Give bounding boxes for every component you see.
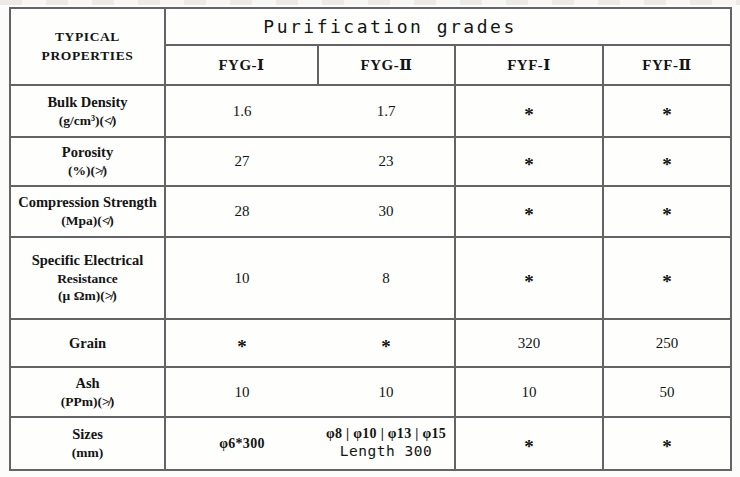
table-row: Ash(PPm)(≯) 10 10 10 50: [10, 367, 731, 417]
value-cell: *: [455, 237, 603, 319]
table-row: Bulk Density(g/cm³)(≮) 1.6 1.7 * *: [10, 85, 731, 137]
table-row: Sizes(mm) φ6*300 φ8 | φ10 | φ13 | φ15Len…: [10, 417, 731, 470]
column-header-fyf1: FYF-Ⅰ: [455, 45, 603, 85]
value-text: 10: [522, 384, 537, 400]
value-text: φ6*300: [219, 436, 265, 451]
value-cell: *: [455, 137, 603, 186]
property-cell: Ash(PPm)(≯): [10, 367, 165, 417]
table-header: TYPICAL PROPERTIES Purification grades F…: [10, 8, 731, 85]
value-cell: 8: [318, 237, 455, 319]
value-cell: 1.6: [165, 85, 318, 137]
value-cell: *: [603, 237, 731, 319]
property-line: Grain: [13, 334, 162, 353]
property-line: Porosity: [13, 143, 162, 162]
value-cell: 1.7: [318, 85, 455, 137]
value-cell: 30: [318, 186, 455, 237]
value-cell: 27: [165, 137, 318, 186]
purification-grades-table: TYPICAL PROPERTIES Purification grades F…: [9, 7, 732, 471]
table-row: Grain * * 320 250: [10, 319, 731, 367]
table-row: Porosity(%)(≯) 27 23 * *: [10, 137, 731, 186]
value-text: 1.7: [377, 103, 396, 119]
property-line: (%)(≯): [13, 162, 162, 180]
value-cell: 50: [603, 367, 731, 417]
property-line: Ash: [13, 374, 162, 393]
value-cell: *: [318, 319, 455, 367]
corner-header-line: TYPICAL: [13, 28, 162, 46]
value-cell: 23: [318, 137, 455, 186]
property-line: Sizes: [13, 425, 162, 444]
value-text: 30: [379, 203, 394, 219]
value-cell: *: [455, 186, 603, 237]
column-header-fyg2: FYG-Ⅱ: [318, 45, 455, 85]
value-text: 8: [382, 270, 390, 286]
value-text: 250: [656, 335, 679, 351]
property-cell: Sizes(mm): [10, 417, 165, 470]
value-cell: *: [455, 417, 603, 470]
value-cell: 10: [455, 367, 603, 417]
property-line: (PPm)(≯): [13, 393, 162, 411]
group-header: Purification grades: [165, 8, 731, 45]
value-cell: 28: [165, 186, 318, 237]
table-body: Bulk Density(g/cm³)(≮) 1.6 1.7 * * Poros…: [10, 85, 731, 470]
scan-edge-artifact: [0, 0, 740, 5]
value-cell: *: [603, 85, 731, 137]
corner-header-line: PROPERTIES: [13, 47, 162, 65]
group-header-label: Purification grades: [263, 16, 516, 37]
property-line: Bulk Density: [13, 93, 162, 112]
property-cell: Bulk Density(g/cm³)(≮): [10, 85, 165, 137]
property-cell: Grain: [10, 319, 165, 367]
property-line: (g/cm³)(≮): [13, 112, 162, 130]
group-header-row: TYPICAL PROPERTIES Purification grades: [10, 8, 731, 45]
value-line: φ8 | φ10 | φ13 | φ15: [320, 426, 452, 442]
property-line: Compression Strength: [13, 193, 162, 212]
value-text: 27: [235, 153, 250, 169]
value-text: 10: [235, 270, 250, 286]
value-line: Length 300: [320, 442, 452, 460]
property-line: Specific Electrical: [13, 251, 162, 270]
scanned-page: TYPICAL PROPERTIES Purification grades F…: [0, 0, 740, 477]
value-cell: *: [603, 417, 731, 470]
value-text: 10: [235, 384, 250, 400]
value-cell: φ6*300: [165, 417, 318, 470]
value-cell: *: [603, 137, 731, 186]
value-cell: 10: [318, 367, 455, 417]
value-cell: *: [165, 319, 318, 367]
value-cell: *: [455, 85, 603, 137]
value-cell: φ8 | φ10 | φ13 | φ15Length 300: [318, 417, 455, 470]
value-cell: 320: [455, 319, 603, 367]
property-line: Resistance: [13, 270, 162, 288]
value-text: 10: [379, 384, 394, 400]
property-cell: Compression Strength(Mpa)(≮): [10, 186, 165, 237]
value-cell: *: [603, 186, 731, 237]
column-header-fyf2: FYF-Ⅱ: [603, 45, 731, 85]
value-text: 50: [660, 384, 675, 400]
value-cell: 10: [165, 367, 318, 417]
value-text: 1.6: [233, 103, 252, 119]
table-row: Compression Strength(Mpa)(≮) 28 30 * *: [10, 186, 731, 237]
property-line: (μ Ωm)(≯): [13, 287, 162, 305]
value-cell: 10: [165, 237, 318, 319]
property-cell: Porosity(%)(≯): [10, 137, 165, 186]
property-line: (mm): [13, 444, 162, 462]
corner-header: TYPICAL PROPERTIES: [10, 8, 165, 85]
column-header-fyg1: FYG-Ⅰ: [165, 45, 318, 85]
value-cell: 250: [603, 319, 731, 367]
value-text: 320: [518, 335, 541, 351]
table-row: Specific ElectricalResistance(μ Ωm)(≯) 1…: [10, 237, 731, 319]
value-text: 23: [379, 153, 394, 169]
property-cell: Specific ElectricalResistance(μ Ωm)(≯): [10, 237, 165, 319]
property-line: (Mpa)(≮): [13, 212, 162, 230]
value-text: 28: [235, 203, 250, 219]
